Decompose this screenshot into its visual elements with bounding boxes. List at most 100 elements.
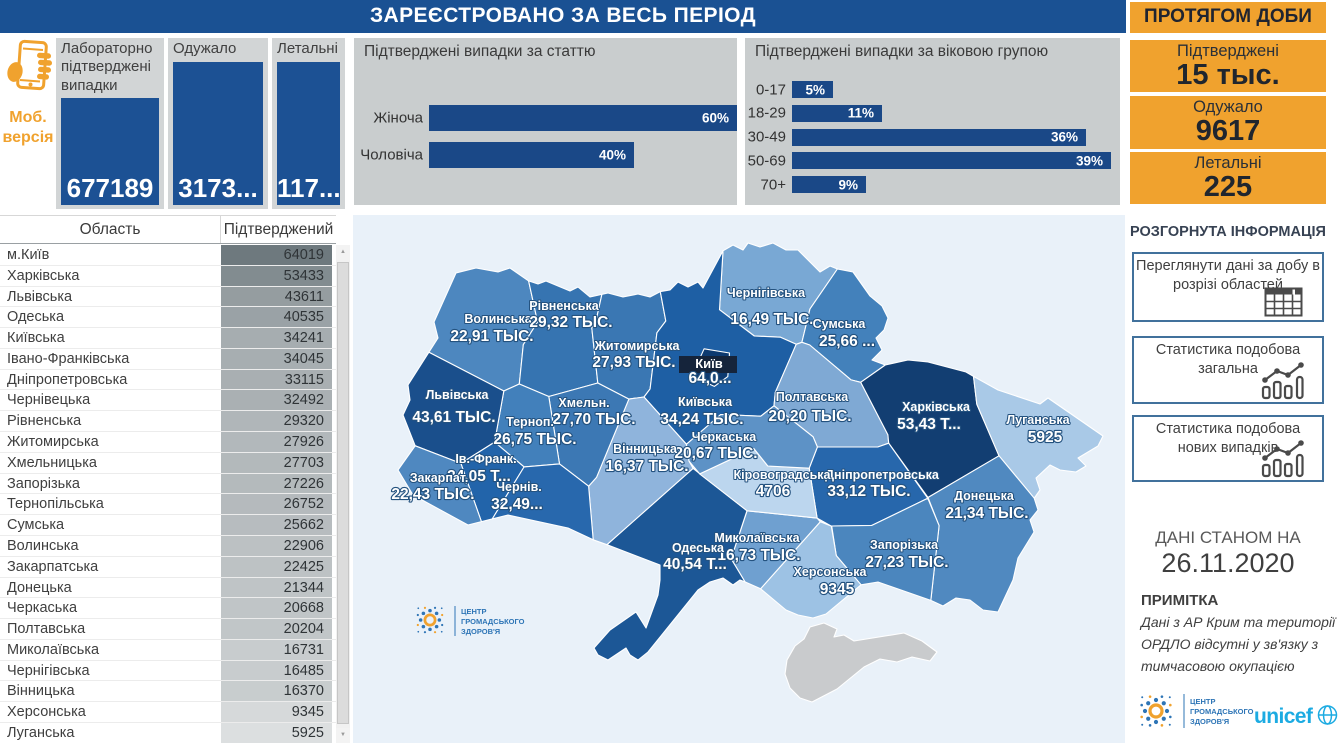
bar-category-label: Чоловіча <box>360 146 423 164</box>
map-label-chernihiv: Чернігівська <box>727 286 806 300</box>
kpi-value: 117... <box>277 173 340 203</box>
map-value-donetsk: 21,34 ТЫС. <box>945 505 1028 522</box>
confirmed-value-cell: 25662 <box>221 515 332 535</box>
details-section-title: РОЗГОРНУТА ІНФОРМАЦІЯ <box>1130 224 1326 240</box>
table-row-Полтавська[interactable]: Полтавська 20204 <box>0 619 336 640</box>
map-label-khmelnytskyi: Хмельн. <box>558 396 609 410</box>
table-row-Закарпатська[interactable]: Закарпатська 22425 <box>0 556 336 578</box>
confirmed-value-cell: 29320 <box>221 411 332 432</box>
confirmed-value-cell: 27926 <box>221 432 332 452</box>
bar-value-label: 40% <box>598 147 626 163</box>
table-row-Харківська[interactable]: Харківська 53433 <box>0 265 336 287</box>
table-row-Одеська[interactable]: Одеська 40535 <box>0 307 336 329</box>
bar-row-Жіноча[interactable]: Жіноча 60% <box>373 105 737 131</box>
table-row-Чернігівська[interactable]: Чернігівська 16485 <box>0 660 336 682</box>
column-header-confirmed[interactable]: Підтверджений <box>223 221 334 238</box>
table-row-Чернівецька[interactable]: Чернівецька 32492 <box>0 390 336 412</box>
kpi-value-box: 677189 <box>61 98 159 205</box>
map-region-lviv[interactable] <box>402 351 505 464</box>
region-name-cell: Харківська <box>7 267 80 284</box>
table-row-Рівненська[interactable]: Рівненська 29320 <box>0 411 336 433</box>
map-region-cherkasy[interactable] <box>685 405 818 475</box>
bar-row-30-49[interactable]: 30-49 36% <box>748 128 1111 146</box>
daily-card-label: Підтверджені <box>1177 42 1279 60</box>
view-daily-by-region-button[interactable]: Переглянути дані за добу в розрізі облас… <box>1132 252 1324 322</box>
note-text: Дані з АР Крим та території ОРДЛО відсут… <box>1141 614 1336 675</box>
table-row-Донецька[interactable]: Донецька 21344 <box>0 577 336 599</box>
map-region-luhansk[interactable] <box>972 375 1104 499</box>
map-value-odesa: 40,54 Т... <box>663 556 727 573</box>
table-row-Миколаївська[interactable]: Миколаївська 16731 <box>0 639 336 661</box>
map-region-donetsk[interactable] <box>927 455 1039 613</box>
bar <box>792 81 833 98</box>
confirmed-value-cell: 16731 <box>221 639 332 660</box>
confirmed-value-cell: 9345 <box>221 702 332 722</box>
map-value-zakarpattia: 22,43 ТЫС. <box>391 486 474 503</box>
table-scrollbar[interactable]: ▲ ▼ <box>336 245 350 743</box>
region-name-cell: Луганська <box>7 724 75 741</box>
line-bar-chart-icon <box>1261 362 1304 400</box>
confirmed-value-cell: 43611 <box>221 286 332 307</box>
table-row-Луганська[interactable]: Луганська 5925 <box>0 722 336 743</box>
map-region-odesa[interactable] <box>593 467 748 661</box>
scrollbar-thumb[interactable] <box>337 262 349 724</box>
map-region-crimea[interactable] <box>784 622 938 703</box>
line-bar-chart-icon <box>1261 440 1304 478</box>
confirmed-value-cell: 22425 <box>221 556 332 577</box>
table-row-Сумська[interactable]: Сумська 25662 <box>0 515 336 536</box>
confirmed-value-cell: 26752 <box>221 494 332 515</box>
column-header-region[interactable]: Область <box>0 216 221 243</box>
table-row-Тернопільська[interactable]: Тернопільська 26752 <box>0 494 336 516</box>
map-region-kherson[interactable] <box>760 521 862 619</box>
table-row-Хмельницька[interactable]: Хмельницька 27703 <box>0 452 336 474</box>
age-chart-panel: Підтверджені випадки за віковою групою 0… <box>745 38 1120 205</box>
table-row-Черкаська[interactable]: Черкаська 20668 <box>0 598 336 620</box>
map-value-khmelnytskyi: 27,70 ТЫС. <box>552 411 635 428</box>
table-row-м.Київ[interactable]: м.Київ 64019 <box>0 245 336 266</box>
table-row-Вінницька[interactable]: Вінницька 16370 <box>0 681 336 703</box>
scrollbar-down-arrow[interactable]: ▼ <box>336 728 350 743</box>
table-row-Київська[interactable]: Київська 34241 <box>0 328 336 349</box>
table-row-Дніпропетровська[interactable]: Дніпропетровська 33115 <box>0 369 336 391</box>
map-region-chernivtsi[interactable] <box>491 463 594 541</box>
bar-value-label: 9% <box>838 177 858 193</box>
map-label-dnipro: Дніпропетровська <box>825 468 940 482</box>
table-row-Житомирська[interactable]: Житомирська 27926 <box>0 432 336 453</box>
confirmed-value-cell: 27226 <box>221 473 332 494</box>
bar-row-50-69[interactable]: 50-69 39% <box>748 152 1111 170</box>
map-value-sumy: 25,66 ... <box>819 333 875 350</box>
table-row-Волинська[interactable]: Волинська 22906 <box>0 535 336 557</box>
bar-value-label: 11% <box>847 105 874 121</box>
bar-row-0-17[interactable]: 0-17 5% <box>756 81 1111 98</box>
scrollbar-up-arrow[interactable]: ▲ <box>336 245 350 260</box>
table-row-Львівська[interactable]: Львівська 43611 <box>0 286 336 308</box>
bar-row-18-29[interactable]: 18-29 11% <box>748 104 1111 122</box>
age-chart-title: Підтверджені випадки за віковою групою <box>755 43 1049 60</box>
table-row-Запорізька[interactable]: Запорізька 27226 <box>0 473 336 495</box>
kpi-title: Одужало <box>173 40 237 57</box>
map-label-cherkasy: Черкаська <box>692 430 757 444</box>
bar-category-label: 18-29 <box>747 104 786 122</box>
unicef-logo[interactable]: unicef <box>1254 698 1338 734</box>
region-name-cell: Полтавська <box>7 621 86 638</box>
period-header-bar: ЗАРЕЄСТРОВАНО ЗА ВЕСЬ ПЕРІОД <box>0 0 1126 33</box>
map-region-zakarpattia[interactable] <box>397 445 482 526</box>
mobile-version-link[interactable]: Моб. версія <box>1 39 55 148</box>
daily-card-value: 15 тыс. <box>1176 59 1280 91</box>
kpi-title: Лабораторно підтверджені випадки <box>61 40 153 94</box>
bar-row-Чоловіча[interactable]: Чоловіча 40% <box>360 142 737 168</box>
daily-statistics-total-button[interactable]: Статистика подобова загальна <box>1132 336 1324 404</box>
map-label-chernivtsi: Чернів. <box>496 480 542 494</box>
confirmed-value-cell: 16485 <box>221 660 332 681</box>
table-row-Херсонська[interactable]: Херсонська 9345 <box>0 702 336 723</box>
note-title: ПРИМІТКА <box>1141 592 1219 609</box>
table-row-Івано-Франківська[interactable]: Івано-Франківська 34045 <box>0 348 336 370</box>
map-value-zaporizhzhia: 27,23 ТЫС. <box>865 554 948 571</box>
daily-statistics-new-cases-button[interactable]: Статистика подобова нових випадків <box>1132 415 1324 482</box>
map-value-kherson: 9345 <box>820 581 855 598</box>
bar-row-70+[interactable]: 70+ 9% <box>761 176 1111 194</box>
daily-card-value: 9617 <box>1195 115 1261 147</box>
bar <box>429 142 634 168</box>
bar-value-label: 36% <box>1050 129 1078 145</box>
